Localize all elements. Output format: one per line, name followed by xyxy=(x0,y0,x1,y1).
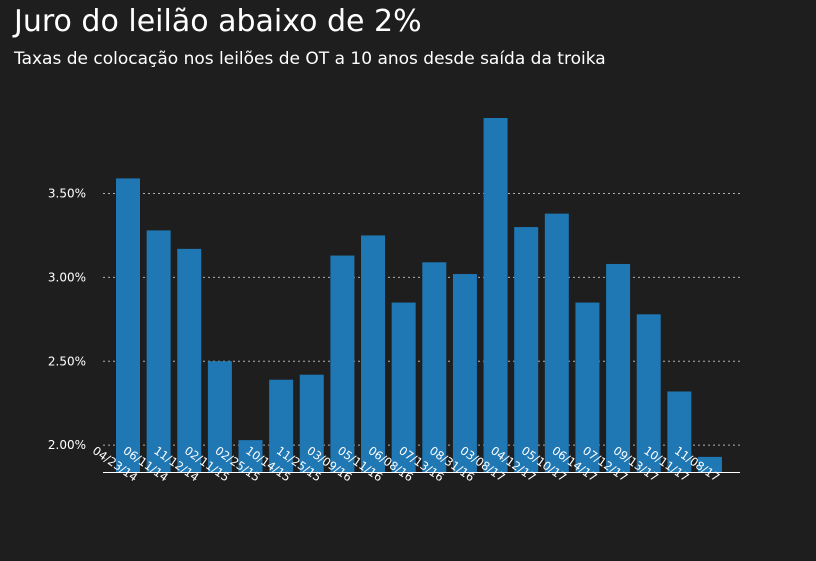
bar xyxy=(361,235,386,472)
bar xyxy=(452,274,477,472)
bar xyxy=(330,255,355,472)
bar xyxy=(575,302,600,472)
chart-subtitle: Taxas de colocação nos leilões de OT a 1… xyxy=(14,49,606,69)
bar xyxy=(636,314,661,472)
bar xyxy=(514,227,539,472)
bar xyxy=(483,118,508,472)
y-tick-label: 3.00% xyxy=(48,270,86,284)
bar xyxy=(207,361,232,472)
bar xyxy=(177,248,202,472)
y-tick-label: 3.50% xyxy=(48,186,86,200)
bar xyxy=(544,213,569,473)
y-tick-label: 2.50% xyxy=(48,354,86,368)
bar xyxy=(391,302,416,472)
chart-title: Juro do leilão abaixo de 2% xyxy=(14,4,422,39)
bar xyxy=(299,374,324,472)
bar xyxy=(422,262,447,472)
y-tick-label: 2.00% xyxy=(48,438,86,452)
bar xyxy=(116,178,140,472)
bars xyxy=(116,118,722,473)
bar xyxy=(606,263,631,472)
bar xyxy=(146,230,171,472)
bar xyxy=(667,391,692,472)
bar xyxy=(238,440,263,472)
bar xyxy=(697,456,722,472)
bar xyxy=(269,379,294,472)
